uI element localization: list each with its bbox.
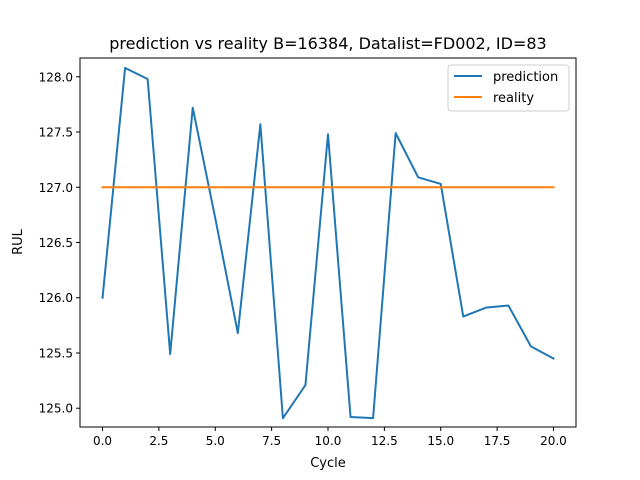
y-tick-label: 125.5: [39, 346, 73, 360]
y-axis: 125.0 125.5 126.0 126.5 127.0 127.5 128.0: [39, 70, 80, 416]
x-tick-label: 7.5: [262, 434, 281, 448]
x-tick-label: 2.5: [149, 434, 168, 448]
x-tick-label: 0.0: [93, 434, 112, 448]
y-tick-label: 125.0: [39, 402, 73, 416]
x-axis-label: Cycle: [310, 456, 346, 471]
y-axis-label: RUL: [11, 228, 26, 255]
y-tick-label: 127.0: [39, 181, 73, 195]
chart-title: prediction vs reality B=16384, Datalist=…: [109, 34, 546, 53]
y-tick-label: 128.0: [39, 70, 73, 84]
x-tick-label: 10.0: [315, 434, 342, 448]
y-tick-label: 126.0: [39, 291, 73, 305]
x-tick-label: 5.0: [206, 434, 225, 448]
y-tick-label: 126.5: [39, 236, 73, 250]
legend-label-prediction: prediction: [493, 70, 558, 85]
x-tick-label: 12.5: [371, 434, 398, 448]
x-tick-label: 17.5: [484, 434, 511, 448]
x-axis: 0.0 2.5 5.0 7.5 10.0 12.5 15.0 17.5 20.0: [93, 427, 567, 448]
x-tick-label: 15.0: [427, 434, 454, 448]
series-layer: [101, 66, 555, 420]
legend-label-reality: reality: [493, 91, 534, 106]
series-line-prediction: [101, 66, 555, 420]
legend: prediction reality: [447, 64, 570, 112]
y-tick-label: 127.5: [39, 126, 73, 140]
x-tick-label: 20.0: [540, 434, 567, 448]
